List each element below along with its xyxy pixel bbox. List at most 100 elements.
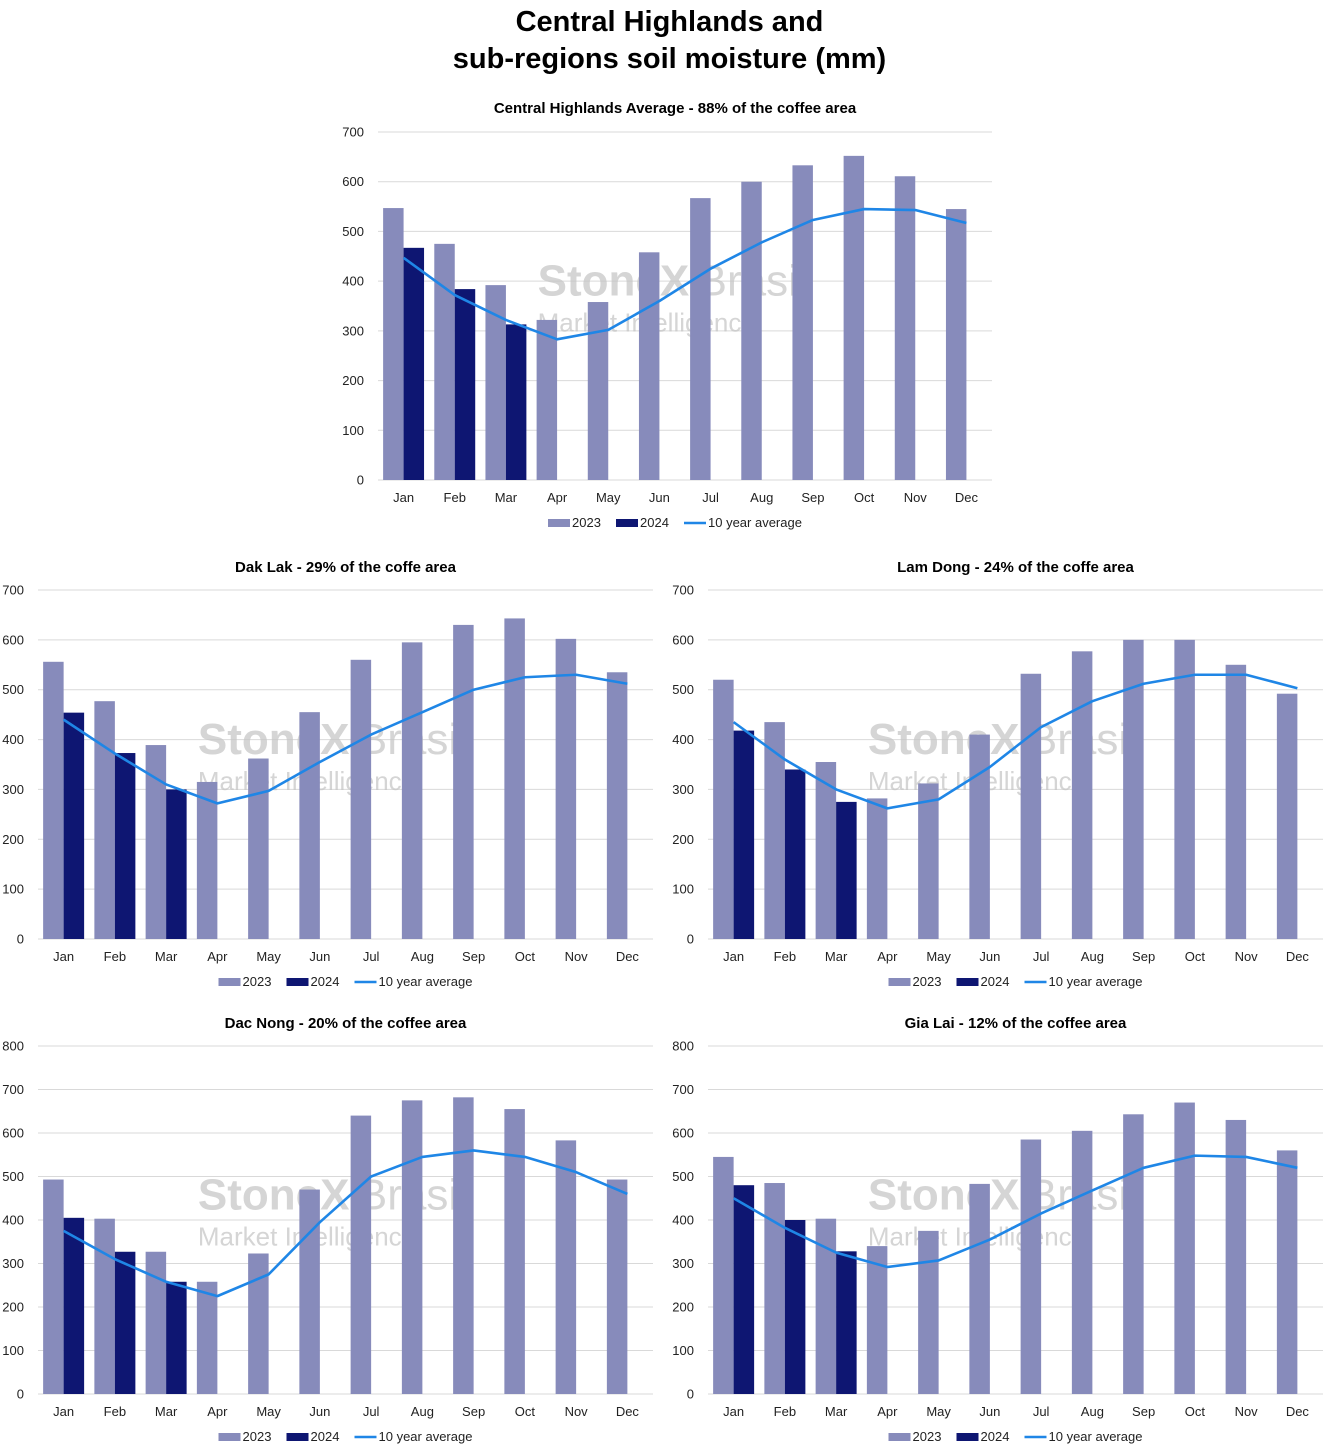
bar-2023-jun xyxy=(969,1183,990,1394)
x-tick-label: Oct xyxy=(515,1404,536,1419)
bar-2023-may xyxy=(918,1230,939,1394)
y-tick-label: 0 xyxy=(687,1387,694,1402)
chart-svg: Dak Lak - 29% of the coffe area 0 100 200 30… xyxy=(2,559,653,989)
bar-2023-jul xyxy=(1020,673,1042,939)
bar-2023-apr xyxy=(866,798,888,939)
legend-label-2023: 2023 xyxy=(572,515,601,530)
bar-2024-jan xyxy=(63,1217,85,1394)
y-tick-label: 700 xyxy=(672,1082,694,1097)
y-tick-label: 600 xyxy=(2,1126,24,1141)
y-tick-label: 100 xyxy=(672,1343,694,1358)
bar-2023-dec xyxy=(606,1179,628,1394)
y-tick-label: 400 xyxy=(342,274,364,289)
bar-2023-dec xyxy=(606,672,628,939)
bar-2024-mar xyxy=(166,1281,187,1394)
y-tick-label: 200 xyxy=(672,832,694,847)
x-tick-label: Oct xyxy=(854,490,875,505)
bar-2024-feb xyxy=(454,289,476,480)
y-tick-label: 400 xyxy=(672,732,694,747)
y-tick-label: 100 xyxy=(672,882,694,897)
y-tick-label: 0 xyxy=(17,1387,24,1402)
line-10-year-average xyxy=(402,207,967,341)
y-tick-label: 500 xyxy=(672,682,694,697)
legend: 2023 2024 10 year average xyxy=(218,1429,473,1444)
bar-2023-may xyxy=(918,783,939,939)
bar-2023-nov xyxy=(555,1140,577,1394)
bar-2023-jun xyxy=(299,1189,320,1394)
bar-2023-jun xyxy=(638,252,660,480)
x-tick-label: Nov xyxy=(904,490,928,505)
bar-2023-jan xyxy=(383,208,404,480)
x-tick-label: Sep xyxy=(1132,949,1155,964)
bar-2023-sep xyxy=(1123,1114,1144,1394)
bar-2023-mar xyxy=(145,745,167,939)
watermark-brand: StoneX xyxy=(868,715,1020,764)
y-tick-label: 700 xyxy=(2,1082,24,1097)
x-tick-label: Mar xyxy=(155,1404,178,1419)
y-tick-label: 200 xyxy=(2,1300,24,1315)
legend-swatch-2024 xyxy=(616,519,638,527)
x-tick-label: Apr xyxy=(877,949,898,964)
x-tick-label: May xyxy=(256,949,281,964)
bar-2024-mar xyxy=(836,801,857,939)
watermark-brand: StoneX xyxy=(868,1171,1020,1220)
x-tick-label: Jul xyxy=(1033,949,1050,964)
x-tick-label: Apr xyxy=(877,1404,898,1419)
x-tick-label: Apr xyxy=(207,1404,228,1419)
watermark-brand: StoneX xyxy=(198,715,350,764)
x-tick-label: Jan xyxy=(723,949,744,964)
x-tick-label: Nov xyxy=(565,1404,589,1419)
x-tick-label: Aug xyxy=(1081,949,1104,964)
bar-2024-jan xyxy=(733,730,755,939)
x-tick-label: Mar xyxy=(825,1404,848,1419)
bar-2023-dec xyxy=(1276,1150,1298,1394)
x-tick-label: Jul xyxy=(363,1404,380,1419)
bar-2023-apr xyxy=(196,1281,218,1394)
y-tick-label: 100 xyxy=(342,423,364,438)
y-tick-label: 300 xyxy=(342,323,364,338)
x-tick-label: Sep xyxy=(462,1404,485,1419)
bar-2023-aug xyxy=(1071,1130,1093,1394)
chart-gia-lai: Gia Lai - 12% of the coffee area 0 100 200 3… xyxy=(670,1010,1335,1450)
bar-2023-apr xyxy=(196,781,218,939)
y-tick-label: 700 xyxy=(342,125,364,140)
x-tick-label: Jun xyxy=(309,1404,330,1419)
chart-svg: Central Highlands Average - 88% of the c… xyxy=(342,100,992,530)
legend-label-2023: 2023 xyxy=(913,1429,942,1444)
bar-2023-jul xyxy=(350,1115,372,1394)
chart-title: Central Highlands Average - 88% of the c… xyxy=(494,100,857,117)
bar-2023-apr xyxy=(536,319,558,480)
legend-label-2024: 2024 xyxy=(640,515,669,530)
x-tick-label: Mar xyxy=(825,949,848,964)
legend: 2023 2024 10 year average xyxy=(548,515,802,530)
bar-2023-aug xyxy=(401,642,423,939)
bar-2023-jun xyxy=(969,734,990,939)
legend-label-10-year-average: 10 year average xyxy=(1049,974,1143,989)
bar-2023-sep xyxy=(453,1097,474,1394)
main-title: Central Highlands and sub-regions soil m… xyxy=(0,4,1339,78)
x-tick-label: Jan xyxy=(53,949,74,964)
bar-2023-mar xyxy=(485,285,506,480)
bar-2024-jan xyxy=(733,1185,755,1394)
y-tick-label: 400 xyxy=(2,732,24,747)
bar-2023-oct xyxy=(1174,639,1195,939)
main-title-line-2: sub-regions soil moisture (mm) xyxy=(452,43,887,75)
bar-2023-mar xyxy=(145,1251,167,1394)
chart-dac-nong: Dac Nong - 20% of the coffee area 0 100 200… xyxy=(0,1010,665,1450)
x-tick-label: Nov xyxy=(1235,1404,1259,1419)
x-tick-label: Nov xyxy=(1235,949,1259,964)
y-tick-label: 800 xyxy=(672,1039,694,1054)
y-tick-label: 600 xyxy=(672,1126,694,1141)
x-tick-label: Dec xyxy=(616,949,640,964)
x-tick-label: Aug xyxy=(411,949,434,964)
legend-label-10-year-average: 10 year average xyxy=(379,1429,473,1444)
bar-2023-feb xyxy=(94,1218,115,1394)
y-tick-label: 200 xyxy=(2,832,24,847)
legend-swatch-2023 xyxy=(548,519,570,527)
legend: 2023 2024 10 year average xyxy=(888,974,1143,989)
bar-2023-feb xyxy=(764,1183,785,1394)
x-tick-label: Dec xyxy=(955,490,979,505)
x-tick-label: Feb xyxy=(104,949,126,964)
y-tick-label: 300 xyxy=(2,1256,24,1271)
y-tick-label: 500 xyxy=(342,224,364,239)
